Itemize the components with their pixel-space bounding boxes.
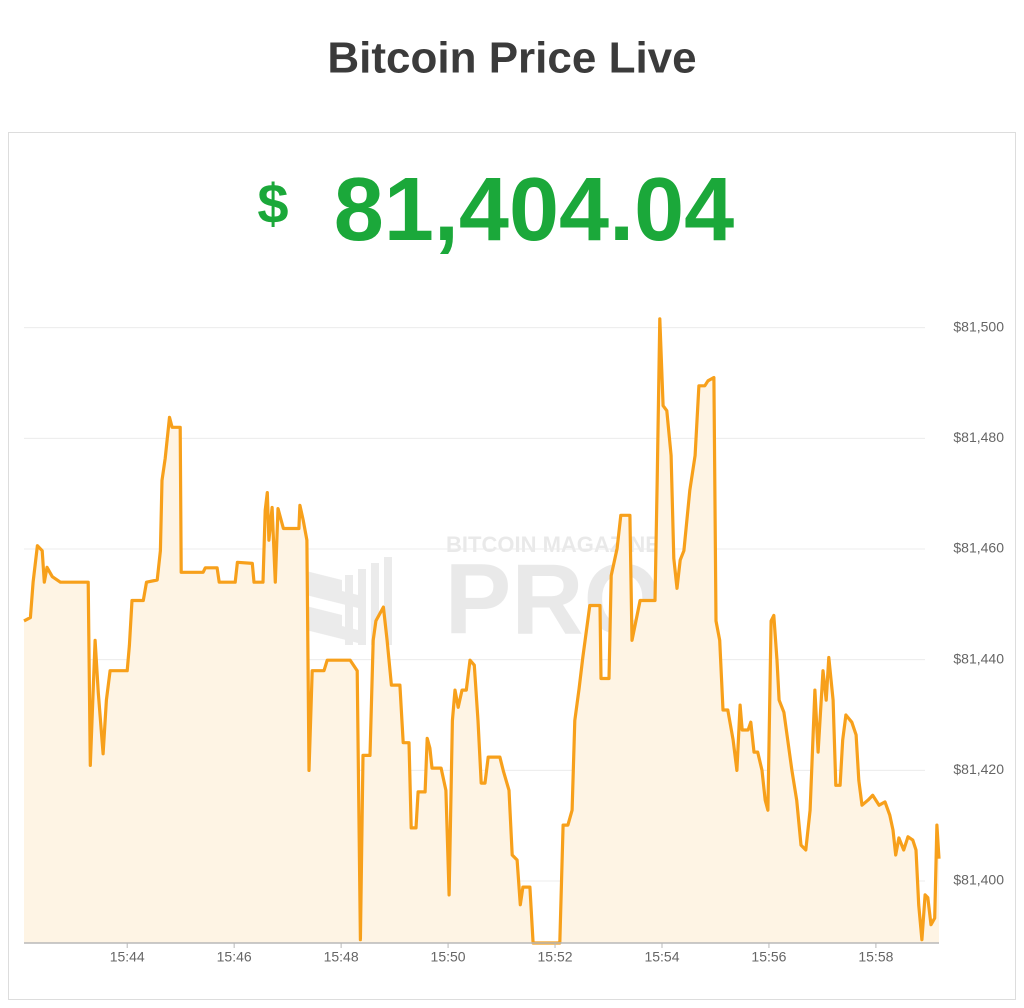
- x-tick-label: 15:46: [217, 949, 252, 965]
- watermark-icon: [345, 575, 353, 645]
- x-tick-label: 15:52: [538, 949, 573, 965]
- price: $81,404.04: [257, 160, 734, 260]
- x-tick-label: 15:50: [431, 949, 466, 965]
- y-tick-label: $81,420: [953, 761, 1004, 777]
- currency-symbol: $: [257, 172, 288, 235]
- area-fill: [24, 318, 939, 943]
- x-tick-label: 15:54: [644, 949, 679, 965]
- y-tick-label: $81,480: [953, 429, 1004, 445]
- page-title: Bitcoin Price Live: [327, 34, 696, 83]
- watermark-icon: [358, 569, 366, 645]
- x-tick-label: 15:48: [324, 949, 359, 965]
- y-tick-label: $81,500: [953, 318, 1004, 334]
- y-tick-label: $81,440: [953, 650, 1004, 666]
- y-tick-label: $81,460: [953, 540, 1004, 556]
- price-value: 81,404.04: [334, 160, 734, 260]
- watermark-icon: [298, 580, 358, 608]
- x-tick-label: 15:58: [858, 949, 893, 965]
- watermark-icon: [371, 563, 379, 645]
- x-tick-label: 15:56: [751, 949, 786, 965]
- price-line: [23, 317, 941, 945]
- x-tick-label: 15:44: [110, 949, 145, 965]
- watermark-icon: [298, 615, 358, 643]
- y-tick-label: $81,400: [953, 872, 1004, 888]
- plot: BITCOIN MAGAZINEPRO$81,400$81,420$81,440…: [23, 317, 1004, 965]
- watermark-icon: [384, 557, 392, 645]
